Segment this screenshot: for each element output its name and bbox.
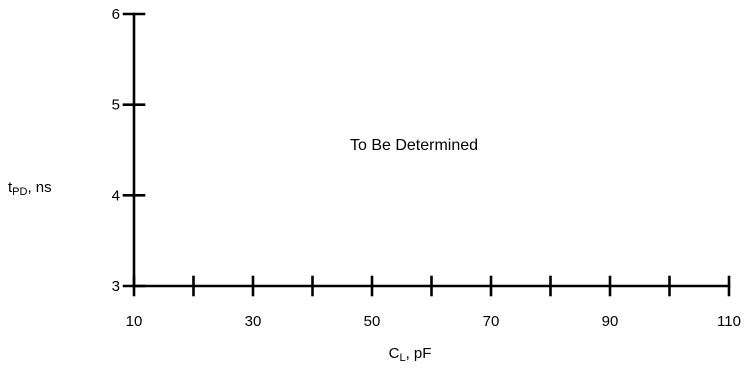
y-tick-label: 4: [112, 187, 120, 204]
x-axis-title: CL, pF: [389, 345, 432, 364]
y-axis-title-rest: , ns: [27, 179, 51, 196]
y-tick-label: 3: [112, 278, 120, 295]
y-axis-title-main: t: [8, 179, 13, 196]
x-tick-label: 10: [126, 313, 143, 330]
x-tick-label: 90: [602, 313, 619, 330]
y-axis-title-sub: PD: [12, 186, 27, 198]
x-tick-label: 50: [364, 313, 381, 330]
y-axis-title: tPD, ns: [8, 179, 52, 198]
x-tick-label: 110: [717, 313, 741, 330]
x-axis-title-main: C: [389, 345, 400, 362]
x-axis-title-rest: , pF: [406, 345, 432, 362]
ticks: [122, 12, 731, 297]
x-tick-label: 30: [245, 313, 262, 330]
y-tick-label: 6: [112, 6, 120, 23]
chart-annotation: To Be Determined: [350, 137, 478, 154]
tick-labels: 3 4 5 6 10 30 50 70 90 110: [112, 6, 741, 330]
x-tick-label: 70: [483, 313, 500, 330]
y-tick-label: 5: [112, 97, 120, 114]
x-axis-title-sub: L: [399, 352, 405, 364]
